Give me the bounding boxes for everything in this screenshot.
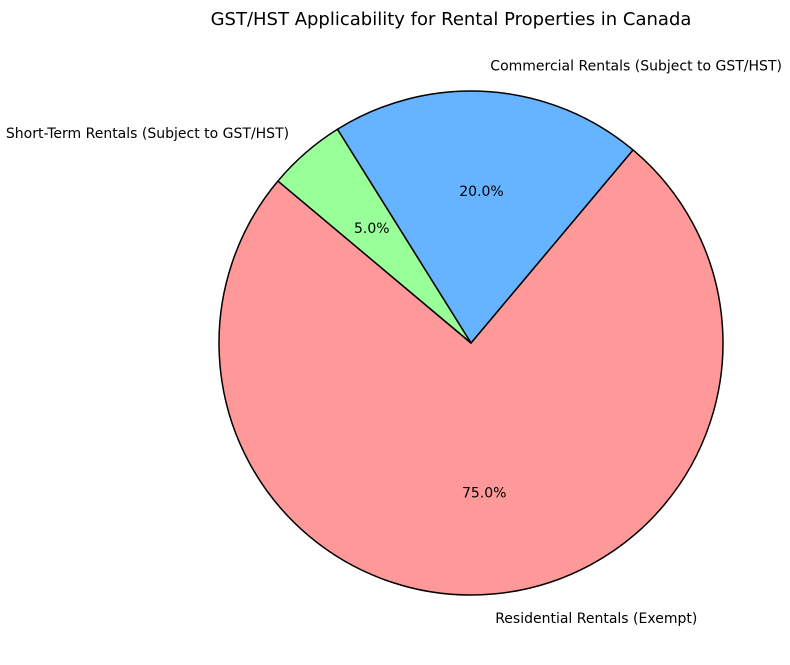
slice-label: Commercial Rentals (Subject to GST/HST) — [490, 59, 782, 75]
pie-slice-1 — [336, 90, 634, 344]
slice-percent-label: 20.0% — [459, 184, 503, 200]
slice-percent-label: 75.0% — [462, 486, 506, 502]
chart-title: GST/HST Applicability for Rental Propert… — [210, 9, 692, 30]
pie-slice-2 — [277, 128, 472, 344]
slice-label: Short-Term Rentals (Subject to GST/HST) — [6, 126, 289, 142]
pie-slice-0 — [218, 149, 724, 596]
slice-label: Residential Rentals (Exempt) — [495, 611, 697, 627]
slice-percent-label: 5.0% — [354, 221, 390, 237]
